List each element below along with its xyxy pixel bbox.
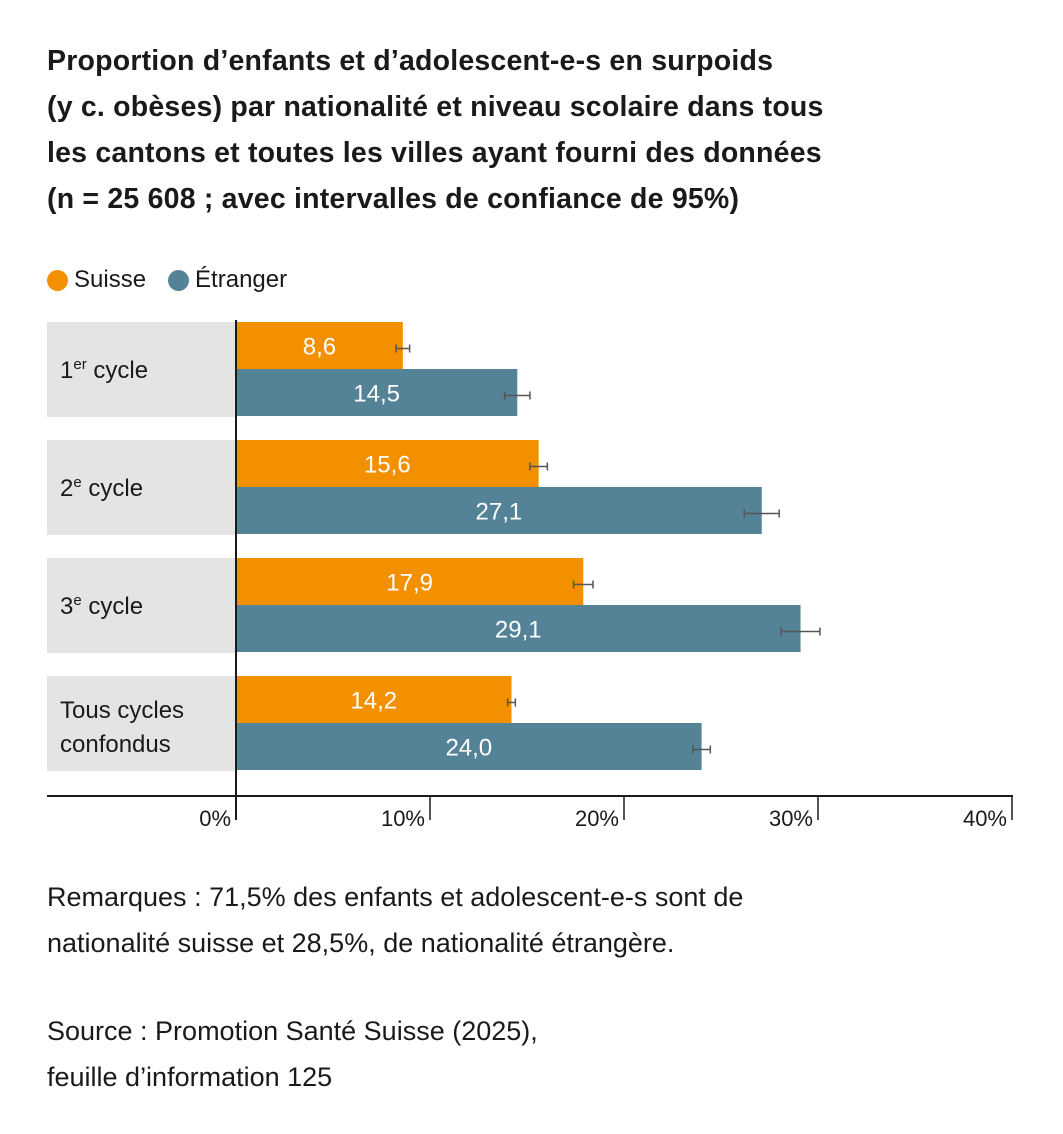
- category-band: [47, 676, 236, 771]
- legend-label: Étranger: [195, 266, 288, 293]
- remarks-line: nationalité suisse et 28,5%, de national…: [47, 928, 675, 958]
- legend-item-etranger: Étranger: [168, 266, 287, 294]
- bar-value-label: 29,1: [495, 617, 542, 644]
- bar-etranger: [236, 369, 518, 416]
- remarks-line: Remarques : 71,5% des enfants et adolesc…: [47, 882, 744, 912]
- bar-suisse: [236, 440, 539, 487]
- bar-suisse: [236, 676, 512, 723]
- legend-label: Suisse: [74, 266, 147, 293]
- legend: Suisse Étranger: [47, 266, 309, 294]
- source-line: feuille d’information 125: [47, 1062, 333, 1092]
- x-tick-label: 0%: [199, 806, 231, 831]
- x-tick-label: 40%: [963, 806, 1007, 831]
- category-label: 1er cycle: [60, 356, 148, 384]
- title-line: les cantons et toutes les villes ayant f…: [47, 137, 822, 169]
- bar-etranger: [236, 723, 702, 770]
- category-band: [47, 322, 236, 417]
- bar-value-label: 24,0: [445, 735, 492, 762]
- title-line: Proportion d’enfants et d’adolescent-e-s…: [47, 45, 774, 77]
- bar-suisse: [236, 558, 584, 605]
- category-label-line2: confondus: [60, 731, 171, 758]
- bar-value-label: 8,6: [303, 334, 336, 361]
- x-tick-label: 20%: [575, 806, 619, 831]
- category-band: [47, 440, 236, 535]
- bar-etranger: [236, 605, 801, 652]
- remarks: Remarques : 71,5% des enfants et adolesc…: [47, 874, 1037, 966]
- bar-suisse: [236, 322, 403, 369]
- category-band: [47, 558, 236, 653]
- source-line: Source : Promotion Santé Suisse (2025),: [47, 1016, 538, 1046]
- title-line: (n = 25 608 ; avec intervalles de confia…: [47, 183, 740, 215]
- bar-value-label: 14,5: [353, 381, 400, 408]
- bar-value-label: 14,2: [350, 688, 397, 715]
- x-tick-label: 10%: [381, 806, 425, 831]
- legend-swatch-icon: [168, 269, 190, 291]
- bar-chart: 1er cycle 8,6 14,5 2e cycle 15,6 27,1 3e cycle…: [47, 320, 1013, 831]
- bar-etranger: [236, 487, 762, 534]
- title-line: (y c. obèses) par nationalité et niveau …: [47, 91, 824, 123]
- bar-value-label: 27,1: [476, 499, 523, 526]
- bar-value-label: 15,6: [364, 452, 411, 479]
- category-label: 3e cycle: [60, 592, 143, 620]
- chart-title: Proportion d’enfants et d’adolescent-e-s…: [47, 38, 1037, 222]
- category-label: 2e cycle: [60, 474, 143, 502]
- x-tick-label: 30%: [769, 806, 813, 831]
- legend-swatch-icon: [47, 269, 68, 291]
- bar-value-label: 17,9: [386, 570, 433, 597]
- legend-item-suisse: Suisse: [47, 266, 146, 294]
- category-label: Tous cycles: [60, 697, 184, 724]
- source-note: Source : Promotion Santé Suisse (2025), …: [47, 1008, 538, 1100]
